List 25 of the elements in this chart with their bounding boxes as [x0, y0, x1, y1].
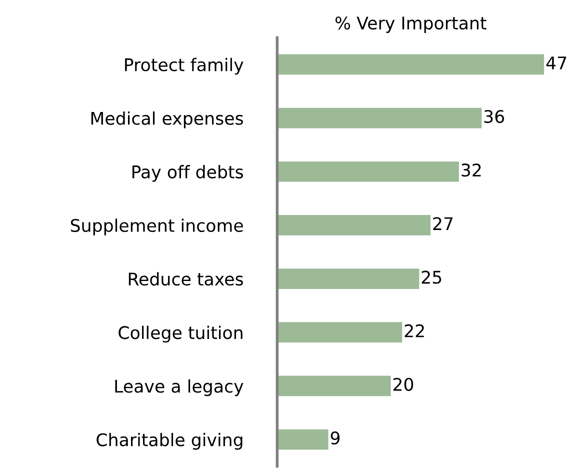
bar — [277, 322, 402, 343]
y-tick-label: Reduce taxes — [128, 272, 243, 286]
bar — [277, 268, 420, 289]
y-tick-label: Protect family — [125, 58, 244, 75]
data-label: 22 — [404, 324, 424, 338]
y-tick-label: College tuition — [118, 326, 242, 343]
bar — [277, 161, 459, 182]
data-label: 32 — [462, 164, 481, 177]
bar — [277, 54, 544, 75]
y-tick-label: Pay off debts — [132, 165, 243, 182]
chart-title: % Very Important — [336, 16, 486, 33]
bar — [277, 215, 431, 236]
data-label: 9 — [330, 431, 340, 445]
data-label: 20 — [393, 378, 414, 391]
bar — [277, 429, 328, 450]
bar — [277, 108, 482, 128]
y-tick-label: Supplement income — [70, 218, 243, 236]
data-label: 36 — [484, 110, 504, 124]
bar — [277, 376, 391, 396]
data-label: 27 — [433, 217, 453, 230]
data-label: 47 — [546, 56, 566, 70]
y-tick-label: Medical expenses — [91, 111, 243, 128]
data-label: 25 — [422, 270, 442, 284]
y-tick-label: Leave a legacy — [115, 379, 244, 396]
y-tick-label: Charitable giving — [96, 432, 242, 450]
